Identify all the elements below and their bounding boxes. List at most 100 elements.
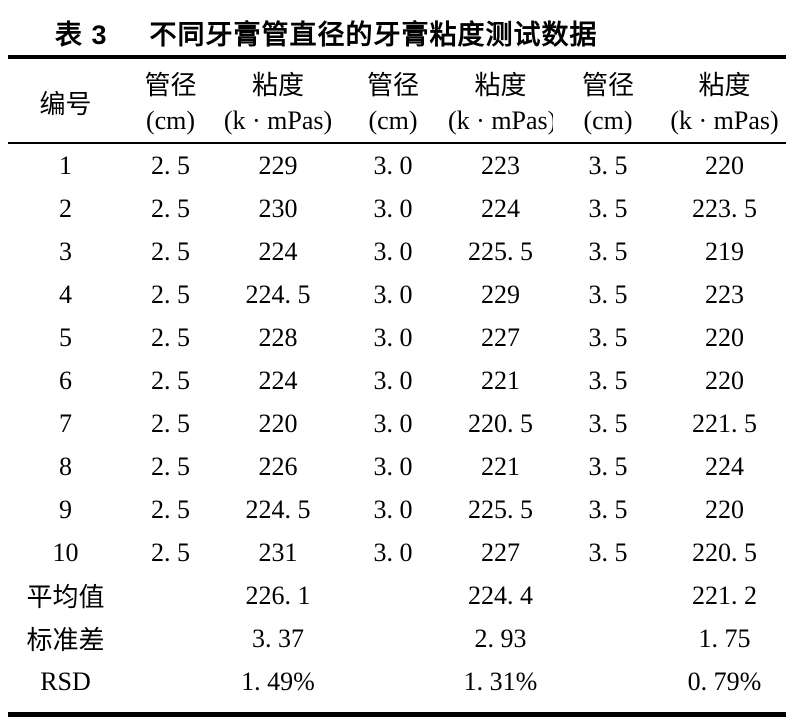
viscosity-cell: 226 (258, 451, 298, 481)
empty-cell (123, 574, 218, 617)
table-row: 6 2. 5 224 3. 0 221 3. 5 220 (8, 359, 786, 402)
summary-row: 平均值 226. 1 224. 4 221. 2 (8, 574, 786, 617)
table-row: 8 2. 5 226 3. 0 221 3. 5 224 (8, 445, 786, 488)
summary-label-cell: RSD (40, 666, 91, 696)
col-header-viscosity-1: 粘度 (251, 70, 304, 100)
viscosity-cell: 223 (705, 279, 744, 309)
viscosity-cell: 225. 5 (468, 236, 533, 266)
row-id-cell: 9 (59, 494, 72, 524)
col-header-id: 编号 (39, 90, 92, 119)
viscosity-cell: 224 (258, 236, 298, 266)
diameter-cell: 2. 5 (151, 451, 190, 481)
viscosity-cell: 223 (481, 150, 520, 180)
diameter-cell: 2. 5 (151, 494, 190, 524)
row-id-cell: 4 (59, 279, 72, 309)
col-unit-viscosity-3: (k · mPas) (670, 105, 779, 135)
table-row: 10 2. 5 231 3. 0 227 3. 5 220. 5 (8, 531, 786, 574)
table-caption: 表 3 不同牙膏管直径的牙膏粘度测试数据 (0, 0, 794, 55)
row-id-cell: 1 (59, 150, 72, 180)
col-unit-viscosity-2: (k · mPas) (448, 105, 553, 135)
col-header-viscosity-3: 粘度 (698, 70, 751, 100)
empty-cell (553, 660, 663, 703)
viscosity-cell: 228 (258, 322, 298, 352)
viscosity-cell: 220 (705, 150, 744, 180)
viscosity-cell: 220 (705, 322, 744, 352)
row-id-cell: 3 (59, 236, 72, 266)
empty-cell (553, 574, 663, 617)
summary-value-cell: 224. 4 (468, 580, 533, 610)
col-unit-diameter-2: (cm) (368, 105, 418, 135)
viscosity-cell: 220 (705, 494, 744, 524)
diameter-cell: 3. 0 (373, 193, 413, 223)
diameter-cell: 3. 5 (588, 365, 628, 395)
diameter-cell: 3. 5 (588, 537, 628, 567)
row-id-cell: 7 (59, 408, 72, 438)
col-unit-diameter-1: (cm) (145, 105, 196, 135)
empty-cell (553, 617, 663, 660)
empty-cell (123, 660, 218, 703)
diameter-cell: 3. 5 (588, 322, 628, 352)
empty-cell (123, 617, 218, 660)
diameter-cell: 2. 5 (151, 408, 190, 438)
viscosity-cell: 221 (481, 451, 520, 481)
table-number: 表 3 (55, 19, 108, 50)
diameter-cell: 3. 5 (588, 236, 628, 266)
summary-value-cell: 0. 79% (687, 666, 762, 696)
col-header-diameter-3: 管径 (581, 70, 634, 100)
summary-row: RSD 1. 49% 1. 31% 0. 79% (8, 660, 786, 703)
col-header-diameter-2: 管径 (366, 70, 419, 100)
row-id-cell: 5 (59, 322, 72, 352)
summary-row: 标准差 3. 37 2. 93 1. 75 (8, 617, 786, 660)
summary-value-cell: 221. 2 (692, 580, 757, 610)
diameter-cell: 3. 0 (373, 236, 413, 266)
diameter-cell: 3. 0 (373, 365, 413, 395)
col-header-diameter-1: 管径 (144, 70, 197, 100)
viscosity-cell: 230 (258, 193, 298, 223)
diameter-cell: 3. 0 (373, 150, 413, 180)
diameter-cell: 2. 5 (151, 236, 190, 266)
table-row: 4 2. 5 224. 5 3. 0 229 3. 5 223 (8, 273, 786, 316)
row-id-cell: 2 (59, 193, 72, 223)
viscosity-cell: 220 (258, 408, 298, 438)
summary-value-cell: 3. 37 (252, 623, 304, 653)
viscosity-cell: 224 (258, 365, 298, 395)
diameter-cell: 3. 0 (373, 279, 413, 309)
col-unit-viscosity-1: (k · mPas) (223, 105, 333, 135)
empty-cell (338, 617, 448, 660)
header-row-names: 编号 管径 粘度 管径 粘度 管径 粘度 (8, 59, 786, 120)
diameter-cell: 3. 5 (588, 150, 628, 180)
diameter-cell: 3. 5 (588, 494, 628, 524)
viscosity-cell: 223. 5 (692, 193, 757, 223)
diameter-cell: 2. 5 (151, 322, 190, 352)
summary-label-cell: 标准差 (26, 626, 105, 655)
viscosity-cell: 220 (705, 365, 744, 395)
empty-cell (338, 660, 448, 703)
header-row-units: (cm) (k · mPas) (cm) (k · mPas) (cm) (k … (8, 103, 786, 143)
table-header: 编号 管径 粘度 管径 粘度 管径 粘度 (cm) (k · mPas) (cm… (8, 59, 786, 143)
viscosity-table: 编号 管径 粘度 管径 粘度 管径 粘度 (cm) (k · mPas) (cm… (8, 59, 786, 703)
viscosity-cell: 221. 5 (692, 408, 757, 438)
empty-cell (338, 574, 448, 617)
viscosity-cell: 224. 5 (245, 494, 311, 524)
viscosity-cell: 224 (705, 451, 744, 481)
diameter-cell: 3. 5 (588, 451, 628, 481)
viscosity-cell: 229 (258, 150, 298, 180)
diameter-cell: 3. 0 (373, 408, 413, 438)
viscosity-cell: 227 (481, 537, 520, 567)
col-unit-diameter-3: (cm) (583, 105, 633, 135)
viscosity-cell: 220. 5 (692, 537, 757, 567)
data-table-wrap: 编号 管径 粘度 管径 粘度 管径 粘度 (cm) (k · mPas) (cm… (8, 55, 786, 717)
viscosity-cell: 224 (481, 193, 520, 223)
table-row: 2 2. 5 230 3. 0 224 3. 5 223. 5 (8, 187, 786, 230)
viscosity-cell: 221 (481, 365, 520, 395)
table-row: 7 2. 5 220 3. 0 220. 5 3. 5 221. 5 (8, 402, 786, 445)
diameter-cell: 3. 0 (373, 322, 413, 352)
summary-label-cell: 平均值 (26, 583, 105, 612)
viscosity-cell: 229 (481, 279, 520, 309)
table-row: 3 2. 5 224 3. 0 225. 5 3. 5 219 (8, 230, 786, 273)
diameter-cell: 3. 5 (588, 408, 628, 438)
diameter-cell: 2. 5 (151, 193, 190, 223)
diameter-cell: 2. 5 (151, 279, 190, 309)
row-id-cell: 10 (52, 537, 79, 567)
